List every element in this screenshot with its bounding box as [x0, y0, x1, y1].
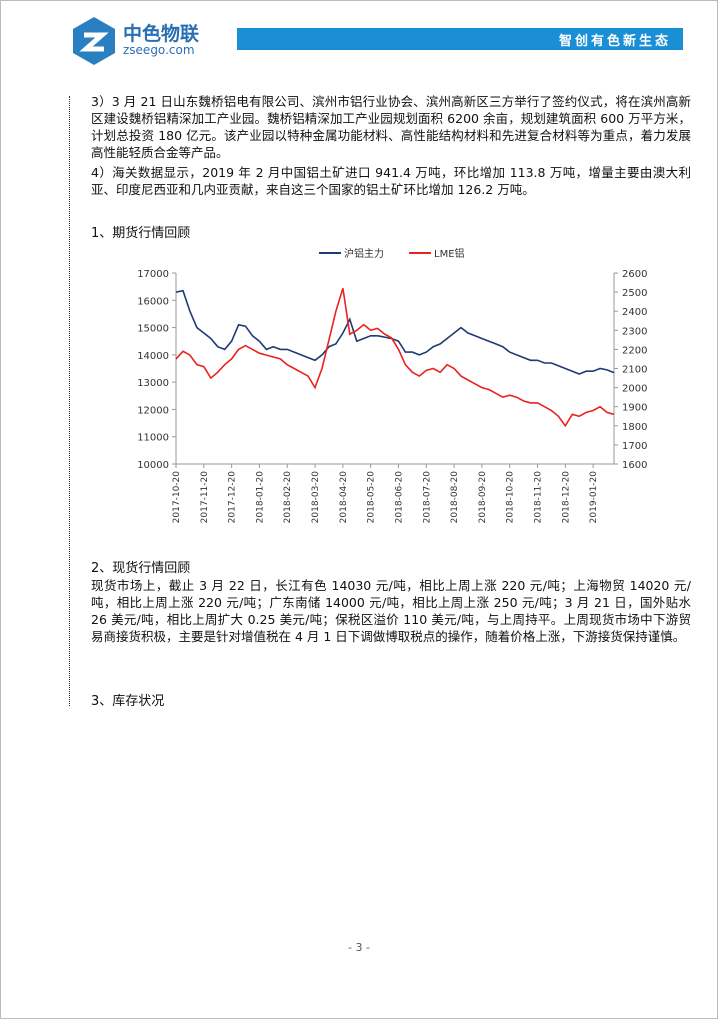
series-line — [175, 288, 615, 428]
legend-label: LME铝 — [434, 248, 465, 260]
section-heading: 1、期货行情回顾 — [91, 226, 191, 241]
logo-name: 中色物联 — [123, 23, 200, 45]
x-tick-label: 2018-07-20 — [422, 471, 432, 524]
paragraph: 4）海关数据显示，2019 年 2 月中国铝土矿进口 941.4 万吨，环比增加… — [91, 165, 691, 197]
y-tick-label: 11000 — [137, 433, 169, 444]
y-tick-label: 13000 — [137, 378, 169, 389]
x-tick-label: 2018-10-20 — [506, 471, 516, 524]
logo-url: zseego.com — [123, 43, 195, 57]
y2-tick-label: 2400 — [622, 307, 647, 318]
y-tick-label: 10000 — [137, 460, 169, 471]
y2-tick-label: 2300 — [622, 326, 647, 337]
x-tick-label: 2018-12-20 — [561, 471, 571, 524]
slogan: 智创有色新生态 — [558, 34, 671, 49]
y2-tick-label: 2500 — [622, 288, 647, 299]
x-tick-label: 2019-01-20 — [589, 471, 599, 524]
logo-icon — [73, 17, 115, 65]
paragraph: 3）3 月 21 日山东魏桥铝电有限公司、滨州市铝行业协会、滨州高新区三方举行了… — [91, 94, 691, 160]
y2-tick-label: 1700 — [622, 441, 647, 452]
x-tick-label: 2018-05-20 — [367, 471, 377, 524]
x-tick-label: 2017-10-20 — [172, 471, 182, 524]
y-tick-label: 17000 — [137, 269, 169, 280]
page-number: - 3 - — [348, 941, 370, 954]
y-tick-label: 12000 — [137, 405, 169, 416]
margin-line — [69, 96, 70, 706]
legend-label: 沪铝主力 — [344, 247, 384, 260]
x-tick-label: 2018-11-20 — [534, 471, 544, 524]
section-heading: 2、现货行情回顾 — [91, 561, 191, 576]
y2-tick-label: 2600 — [622, 269, 647, 280]
x-tick-label: 2017-12-20 — [228, 471, 238, 524]
x-tick-label: 2017-11-20 — [200, 471, 210, 524]
x-tick-label: 2018-09-20 — [478, 471, 488, 524]
section-heading: 3、库存状况 — [91, 694, 165, 709]
x-tick-label: 2018-01-20 — [255, 471, 265, 524]
x-tick-label: 2018-03-20 — [311, 471, 321, 524]
chart: 10000 11000 12000 13000 14000 15000 16000 17000… — [137, 247, 647, 524]
y2-tick-label: 1600 — [622, 460, 647, 471]
y2-tick-label: 2200 — [622, 345, 647, 356]
y-tick-label: 16000 — [137, 296, 169, 307]
x-tick-label: 2018-06-20 — [394, 471, 404, 524]
banner — [237, 28, 683, 50]
x-tick-label: 2018-04-20 — [339, 471, 349, 524]
y2-tick-label: 1800 — [622, 422, 647, 433]
y2-tick-label: 2000 — [622, 384, 647, 395]
y2-tick-label: 1900 — [622, 403, 647, 414]
x-tick-label: 2018-02-20 — [283, 471, 293, 524]
y-tick-label: 14000 — [137, 351, 169, 362]
series-line — [175, 289, 615, 375]
y-tick-label: 15000 — [137, 324, 169, 335]
x-tick-label: 2018-08-20 — [450, 471, 460, 524]
y2-tick-label: 2100 — [622, 365, 647, 376]
paragraph: 现货市场上，截止 3 月 22 日，长江有色 14030 元/吨，相比上周上涨 … — [91, 578, 691, 644]
